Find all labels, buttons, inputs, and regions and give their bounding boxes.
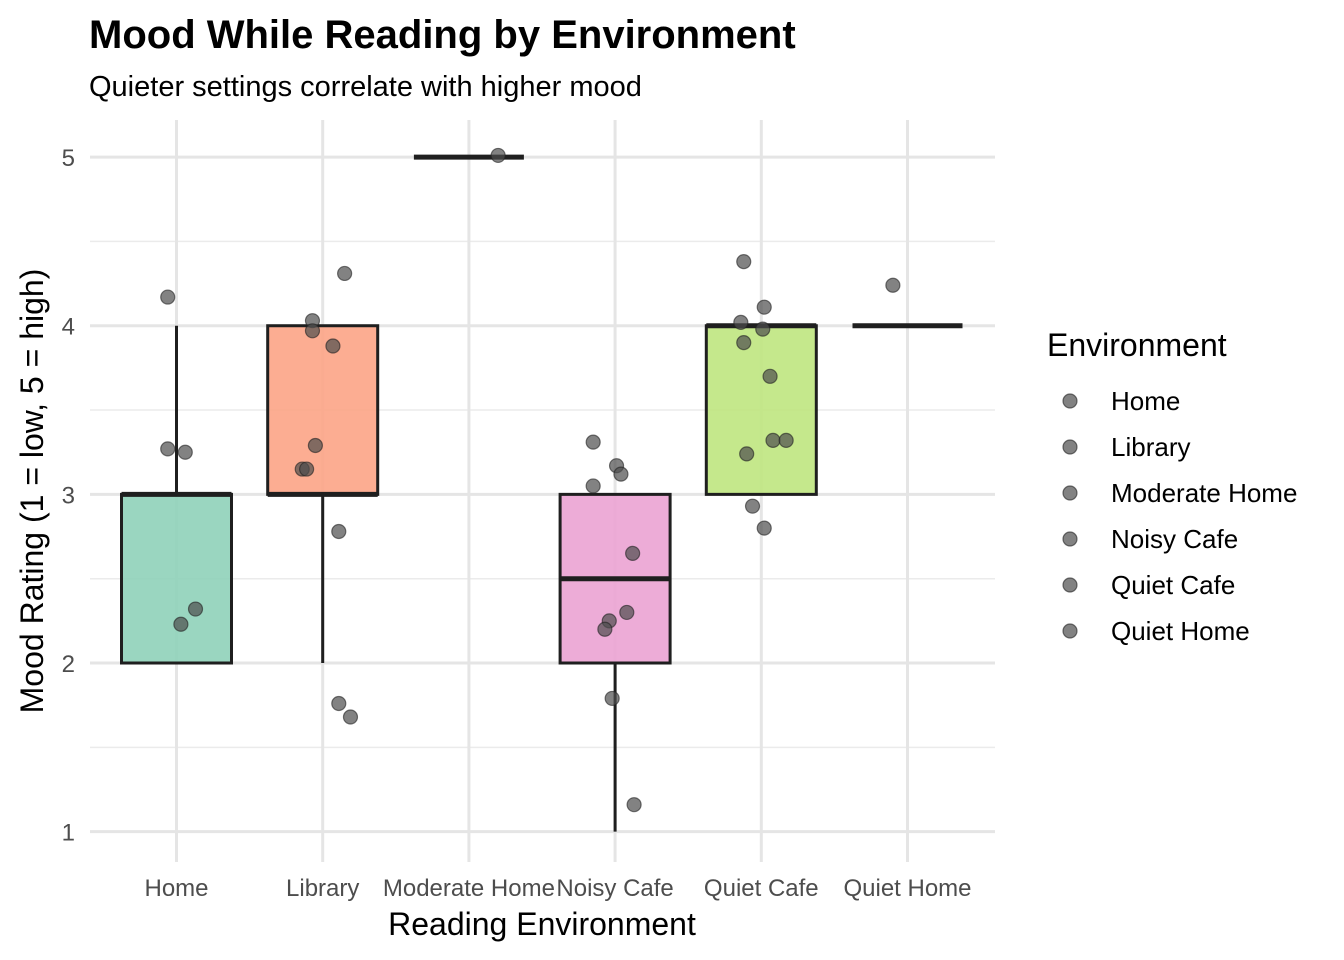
data-point [736, 254, 752, 270]
data-point [160, 289, 176, 305]
legend-label: Home [1111, 386, 1180, 416]
data-point [733, 314, 749, 330]
box [266, 324, 380, 496]
data-point [342, 709, 359, 725]
data-point [755, 321, 771, 337]
legend-title: Environment [1047, 327, 1227, 363]
data-point [756, 299, 772, 315]
points [160, 147, 901, 813]
box [120, 492, 233, 665]
data-point [625, 545, 641, 561]
legend-key [1062, 439, 1078, 455]
y-tick-label: 3 [62, 482, 75, 509]
x-ticks: Home Library Moderate Home Noisy Cafe Quiet … [144, 875, 971, 902]
legend-label: Moderate Home [1111, 478, 1297, 508]
data-point [778, 432, 794, 449]
data-point [744, 498, 761, 514]
legend-key [1062, 577, 1078, 593]
x-tick-label: Noisy Cafe [556, 875, 673, 902]
whiskers [175, 325, 617, 832]
data-point [626, 797, 642, 813]
data-point [160, 441, 176, 457]
data-point [739, 446, 755, 462]
x-axis-title: Reading Environment [388, 906, 696, 942]
data-point [325, 338, 341, 354]
x-tick-label: Home [144, 875, 208, 902]
data-point [331, 695, 347, 712]
y-tick-label: 5 [62, 145, 75, 172]
legend-label: Quiet Cafe [1111, 570, 1235, 600]
data-point [173, 616, 189, 632]
data-point [756, 520, 772, 536]
data-point [490, 147, 506, 164]
legend-label: Library [1111, 432, 1190, 462]
data-point [885, 277, 901, 293]
y-axis-title: Mood Rating (1 = low, 5 = high) [14, 269, 50, 714]
data-point [299, 461, 315, 477]
y-ticks: 1 2 3 4 5 [62, 145, 75, 847]
legend-key [1062, 531, 1078, 547]
data-point [765, 432, 781, 449]
legend-label: Quiet Home [1111, 616, 1250, 646]
data-point [337, 265, 353, 282]
y-tick-label: 2 [62, 651, 75, 678]
x-tick-label: Quiet Home [843, 875, 971, 902]
chart-title: Mood While Reading by Environment [89, 13, 796, 57]
data-point [307, 437, 323, 454]
data-point [177, 444, 193, 460]
legend: Environment Home Library Moderate Home Nois… [1047, 327, 1297, 646]
grid [90, 120, 995, 862]
legend-key [1062, 623, 1078, 639]
box [704, 324, 818, 496]
x-tick-label: Moderate Home [383, 875, 555, 902]
data-point [331, 523, 347, 540]
data-point [736, 335, 752, 351]
x-tick-label: Library [286, 875, 359, 902]
data-point [304, 323, 321, 339]
x-tick-label: Quiet Cafe [704, 875, 819, 902]
legend-key [1062, 393, 1078, 409]
chart-subtitle: Quieter settings correlate with higher m… [89, 71, 642, 103]
data-point [619, 604, 635, 621]
y-tick-label: 1 [62, 820, 75, 847]
legend-label: Noisy Cafe [1111, 524, 1238, 554]
data-point [585, 478, 601, 494]
y-tick-label: 4 [62, 314, 75, 341]
data-point [613, 466, 629, 482]
data-point [187, 601, 204, 617]
data-point [604, 690, 620, 707]
data-point [597, 621, 613, 637]
data-point [585, 434, 601, 450]
data-point [762, 368, 778, 384]
legend-key [1062, 485, 1078, 501]
